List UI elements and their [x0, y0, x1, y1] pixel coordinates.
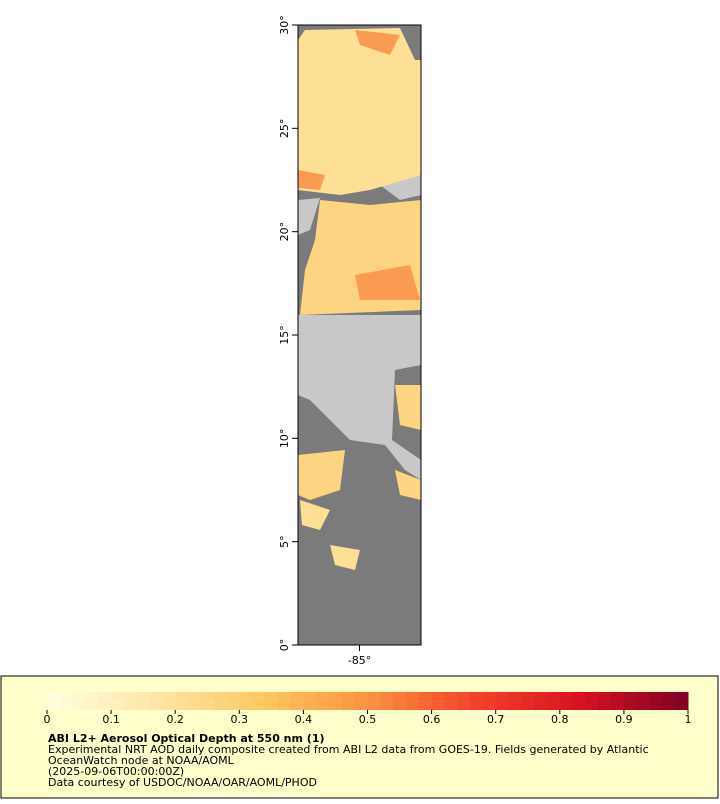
colorbar-tick-label: 0.8 [551, 713, 569, 726]
colorbar-step [380, 692, 394, 710]
colorbar-step [470, 692, 484, 710]
colorbar-step [175, 692, 189, 710]
colorbar-step [649, 692, 663, 710]
map-image [298, 25, 421, 645]
land [298, 315, 421, 480]
colorbar-step [482, 692, 497, 710]
legend-text: ABI L2+ Aerosol Optical Depth at 550 nm … [48, 732, 649, 789]
colorbar-step [149, 692, 163, 710]
legend-title: ABI L2+ Aerosol Optical Depth at 550 nm … [48, 732, 325, 745]
colorbar-step [636, 692, 651, 710]
colorbar-step [623, 692, 638, 710]
colorbar-tick-label: 0.6 [423, 713, 441, 726]
colorbar-step [521, 692, 535, 710]
legend-line: Experimental NRT AOD daily composite cre… [48, 743, 649, 756]
y-tick-label: 5° [278, 535, 291, 548]
aerosol [298, 28, 421, 195]
colorbar-step [316, 692, 330, 710]
colorbar-step [534, 692, 548, 710]
colorbar-step [213, 692, 227, 710]
colorbar-tick-label: 0.9 [615, 713, 633, 726]
aerosol [298, 30, 420, 300]
y-tick-label: 20° [278, 222, 291, 242]
colorbar-step [508, 692, 522, 710]
colorbar-step [546, 692, 561, 710]
y-tick-label: 0° [278, 639, 291, 652]
colorbar-step [188, 692, 202, 710]
colorbar-step [252, 692, 266, 710]
colorbar-step [367, 692, 381, 710]
colorbar-step [598, 692, 612, 710]
colorbar-step [123, 692, 138, 710]
colorbar-step [200, 692, 215, 710]
colorbar-step [431, 692, 445, 710]
colorbar-step [290, 692, 304, 710]
colorbar-step [47, 692, 61, 710]
land [298, 175, 421, 235]
colorbar-step [341, 692, 356, 710]
legend-line: OceanWatch node at NOAA/AOML [48, 754, 235, 767]
colorbar-step [675, 692, 689, 710]
colorbar-step [59, 692, 74, 710]
colorbar-step [111, 692, 125, 710]
y-tick-label: 15° [278, 325, 291, 345]
colorbar-step [572, 692, 586, 710]
legend-line: Data courtesy of USDOC/NOAA/OAR/AOML/PHO… [48, 776, 317, 789]
x-tick-label: -85° [348, 654, 371, 667]
colorbar-tick-label: 0.4 [295, 713, 313, 726]
colorbar-tick-label: 1 [685, 713, 692, 726]
colorbar-step [136, 692, 151, 710]
colorbar-step [162, 692, 176, 710]
legend-line: (2025-09-06T00:00:00Z) [48, 765, 184, 778]
aerosol [298, 385, 421, 500]
colorbar-step [277, 692, 292, 710]
y-tick-label: 10° [278, 429, 291, 449]
colorbar-tick-label: 0.2 [166, 713, 184, 726]
colorbar-step [85, 692, 99, 710]
colorbar-step [611, 692, 625, 710]
colorbar-step [264, 692, 279, 710]
y-tick-label: 25° [278, 119, 291, 139]
aerosol [300, 500, 360, 570]
colorbar-tick-label: 0 [44, 713, 51, 726]
colorbar-tick-label: 0.5 [359, 713, 377, 726]
colorbar-step [585, 692, 599, 710]
colorbar-step [418, 692, 433, 710]
colorbar-step [495, 692, 510, 710]
colorbar-step [354, 692, 368, 710]
colorbar-tick-label: 0.1 [102, 713, 120, 726]
colorbar-step [662, 692, 676, 710]
colorbar-step [72, 692, 86, 710]
colorbar-step [303, 692, 317, 710]
colorbar-tick-label: 0.7 [487, 713, 505, 726]
colorbar-step [98, 692, 112, 710]
colorbar-step [559, 692, 574, 710]
colorbar-step [393, 692, 407, 710]
colorbar-step [239, 692, 253, 710]
colorbar-tick-label: 0.3 [231, 713, 249, 726]
colorbar-step [457, 692, 471, 710]
colorbar-step [405, 692, 420, 710]
colorbar-step [329, 692, 343, 710]
colorbar-step [226, 692, 240, 710]
y-tick-label: 30° [278, 15, 291, 35]
colorbar-step [444, 692, 458, 710]
